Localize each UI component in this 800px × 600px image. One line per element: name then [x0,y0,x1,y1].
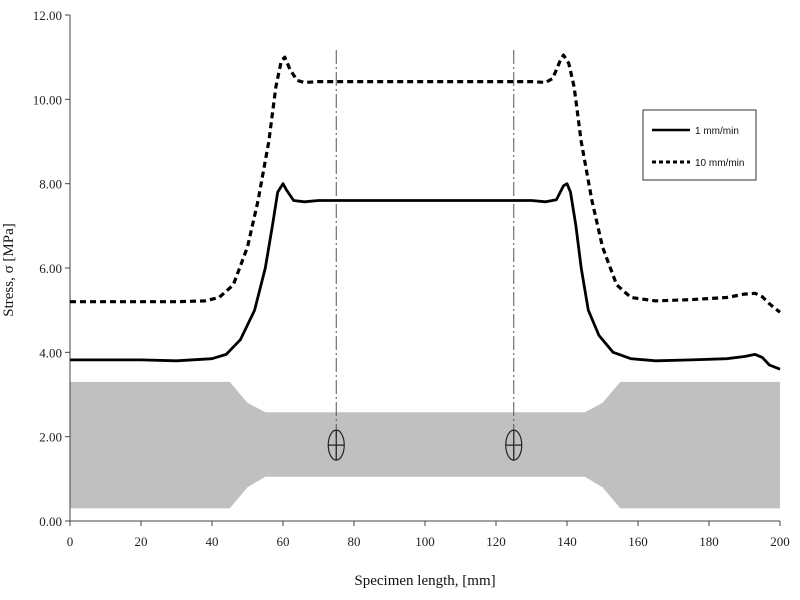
y-tick-label: 4.00 [39,345,62,360]
x-tick-label: 160 [628,534,648,549]
legend-box [642,109,757,181]
annotations [327,50,523,462]
legend: 1 mm/min 10 mm/min [642,109,757,181]
y-axis-title: Stress, σ [MPa] [1,223,17,317]
y-tick-label: 12.00 [33,8,62,23]
y-tick-label: 0.00 [39,514,62,529]
y-tick-label: 2.00 [39,430,62,445]
y-tick-label: 10.00 [33,92,62,107]
tick-marks: 0 20 40 60 80 100 120 140 160 180 200 0.00 2.00 4.00 6… [33,8,790,549]
y-tick-label: 8.00 [39,177,62,192]
x-tick-label: 80 [348,534,361,549]
legend-label-10mm: 10 mm/min [695,158,744,169]
series-line-1mm-min [70,182,781,371]
x-tick-label: 40 [206,534,219,549]
specimen-shape [70,381,780,509]
y-tick-label: 6.00 [39,261,62,276]
x-tick-label: 100 [415,534,435,549]
x-tick-label: 60 [277,534,290,549]
x-axis-title: Specimen length, [mm] [354,573,495,589]
legend-label-1mm: 1 mm/min [695,126,739,137]
x-tick-label: 120 [486,534,506,549]
x-tick-label: 0 [67,534,74,549]
x-tick-label: 200 [770,534,790,549]
x-tick-label: 180 [699,534,719,549]
x-tick-label: 20 [135,534,148,549]
series-layer [70,53,782,371]
specimen-shape-layer [70,381,780,509]
x-tick-label: 140 [557,534,577,549]
series-line-10mm-min [70,53,782,314]
